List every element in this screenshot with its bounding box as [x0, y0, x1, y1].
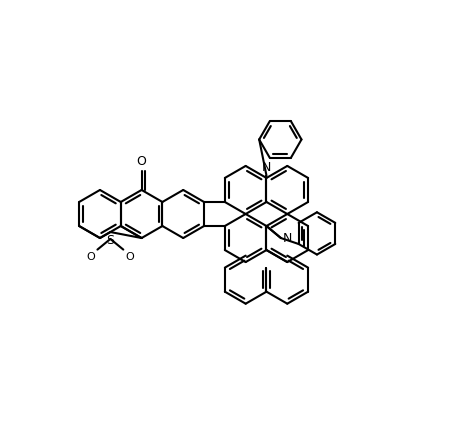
Text: O: O [137, 155, 146, 168]
Text: O: O [87, 252, 95, 262]
Text: N: N [283, 232, 292, 244]
Text: O: O [125, 252, 134, 262]
Text: N: N [262, 160, 271, 174]
Text: S: S [106, 235, 114, 247]
